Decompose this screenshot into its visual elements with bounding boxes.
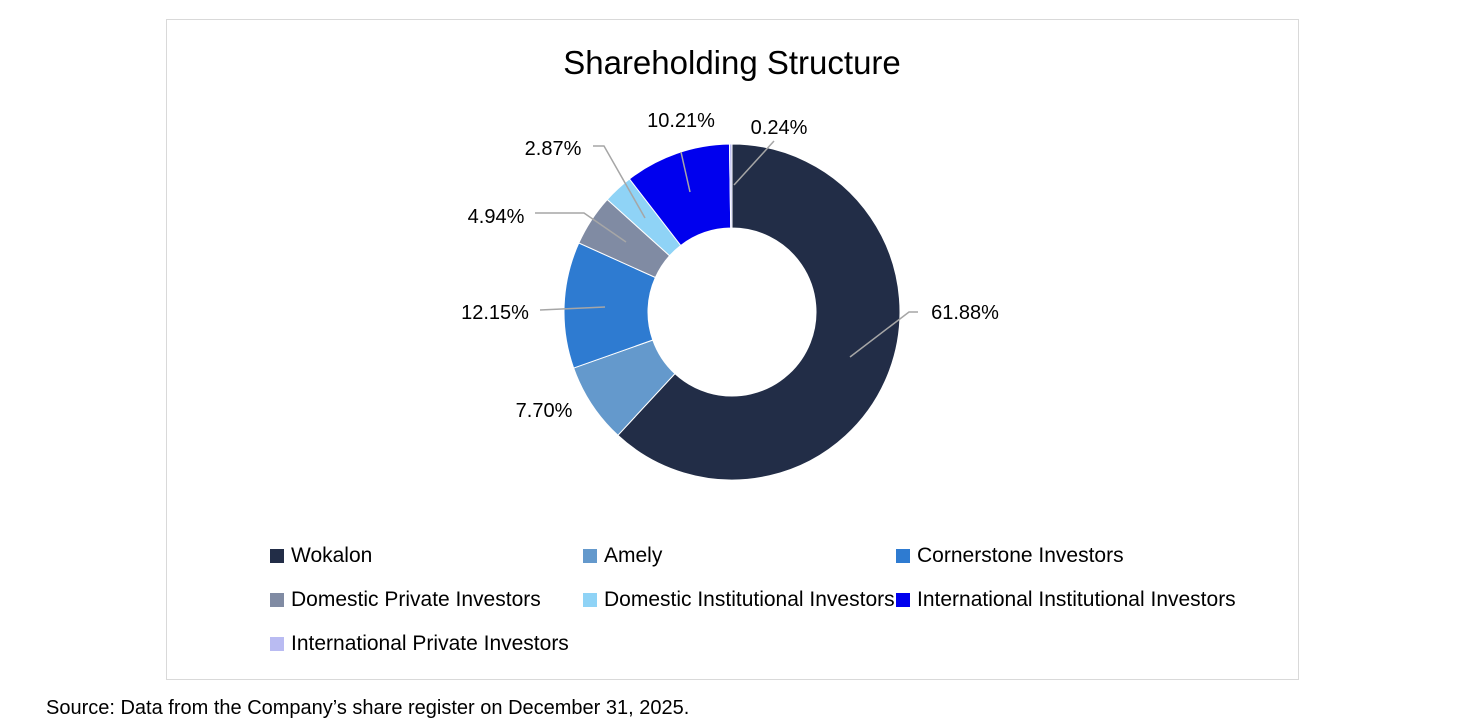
leader-line [535, 212, 627, 243]
data-label: 12.15% [461, 302, 529, 324]
legend-swatch [583, 593, 597, 607]
leader-line [593, 145, 646, 219]
data-label: 7.70% [516, 400, 573, 422]
legend-label: Domestic Private Investors [291, 588, 541, 611]
leader-line [849, 311, 918, 358]
legend-swatch [896, 593, 910, 607]
legend-label: Wokalon [291, 544, 373, 567]
legend-item-amely: Amely [583, 544, 662, 568]
data-label: 2.87% [525, 138, 582, 160]
legend-swatch [270, 593, 284, 607]
leader-line [539, 306, 606, 311]
data-label: 4.94% [468, 206, 525, 228]
legend-item-domestic-private-investors: Domestic Private Investors [270, 588, 541, 612]
legend-label: Cornerstone Investors [917, 544, 1124, 567]
data-label: 61.88% [931, 302, 999, 324]
donut-slices [563, 143, 901, 481]
data-label: 10.21% [647, 110, 715, 132]
data-label: 0.24% [751, 117, 808, 139]
legend-swatch [896, 549, 910, 563]
legend-item-domestic-institutional-investors: Domestic Institutional Investors [583, 588, 895, 612]
chart-title: Shareholding Structure [563, 44, 901, 81]
data-labels: 61.88% 7.70% 12.15% 4.94% 2.87% 10.21% 0.24% [461, 110, 999, 422]
leader-line [680, 151, 691, 193]
legend-label: International Private Investors [291, 632, 569, 655]
legend-swatch [583, 549, 597, 563]
legend-swatch [270, 637, 284, 651]
source-note: Source: Data from the Company’s share re… [46, 697, 690, 719]
legend-label: International Institutional Investors [917, 588, 1236, 611]
donut-slice-wokalon [617, 143, 901, 481]
chart-frame [166, 19, 1299, 680]
legend-item-international-institutional-investors: International Institutional Investors [896, 588, 1236, 612]
legend-label: Domestic Institutional Investors [604, 588, 895, 611]
donut-slice-international-private-investors [728, 143, 733, 229]
leader-lines [535, 140, 918, 358]
legend-item-wokalon: Wokalon [270, 544, 372, 568]
legend-label: Amely [604, 544, 663, 567]
leader-line [733, 140, 775, 186]
legend-item-cornerstone-investors: Cornerstone Investors [896, 544, 1124, 568]
legend-item-international-private-investors: International Private Investors [270, 632, 569, 656]
legend-swatch [270, 549, 284, 563]
